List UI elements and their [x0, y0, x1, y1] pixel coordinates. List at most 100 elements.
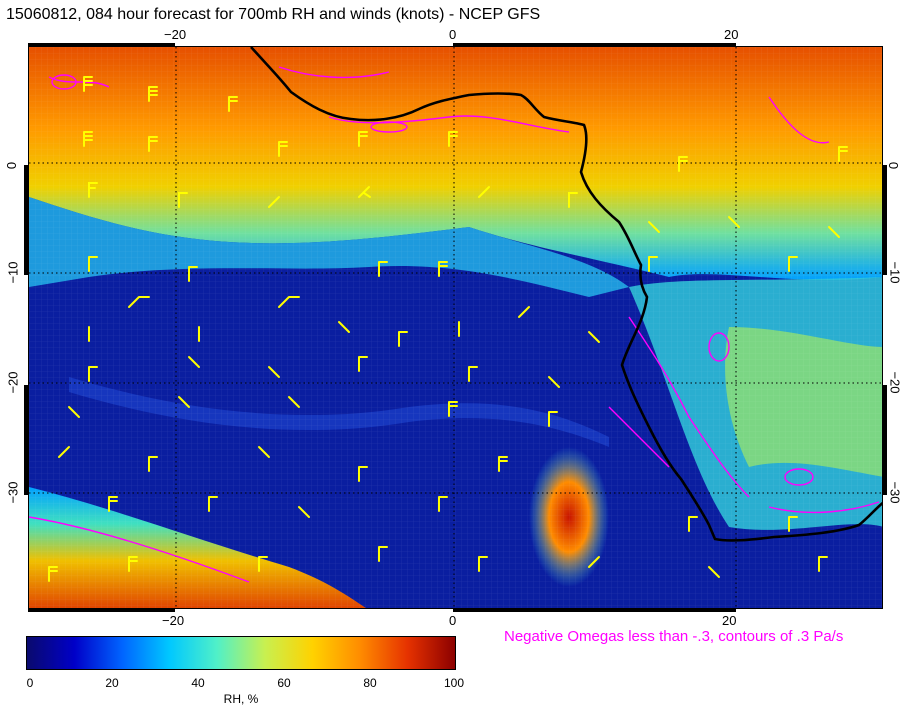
- wind-barb: [268, 366, 280, 378]
- wind-barb: [518, 306, 530, 318]
- wind-barb: [68, 406, 80, 418]
- omega-note: Negative Omegas less than -.3, contours …: [504, 628, 844, 645]
- lon-tick-label-top: 20: [724, 27, 739, 42]
- colorbar-title: RH, %: [223, 692, 259, 706]
- wind-barb: [438, 496, 448, 512]
- wind-barb: [358, 186, 371, 198]
- wind-barb: [648, 256, 658, 272]
- lat-tick-label-left: −10: [5, 261, 21, 284]
- colorbar-tick-label: 60: [277, 676, 291, 690]
- lat-tick-label-right: 0: [886, 161, 902, 170]
- colorbar-tick-label: 20: [105, 676, 119, 690]
- wind-barb: [83, 76, 93, 92]
- wind-barb: [648, 221, 660, 233]
- colorbar-tick-label: 80: [363, 676, 377, 690]
- omega-contour: [768, 501, 880, 514]
- wind-barb: [588, 556, 600, 568]
- wind-barb: [398, 331, 408, 347]
- wind-barb: [258, 446, 270, 458]
- omega-contour: [29, 516, 250, 583]
- wind-barb: [188, 356, 200, 368]
- wind-barb-layer: [48, 76, 848, 582]
- frame-edge-bar: [883, 165, 887, 275]
- colorbar-tick-label: 40: [191, 676, 205, 690]
- lat-tick-label-right: −30: [887, 481, 903, 504]
- lon-tick-label-bottom: 20: [722, 613, 737, 628]
- wind-barb: [378, 261, 388, 277]
- wind-barb: [48, 566, 58, 582]
- map-title: 15060812, 084 hour forecast for 700mb RH…: [6, 6, 541, 23]
- wind-barb: [498, 456, 508, 472]
- wind-barb: [108, 496, 118, 512]
- omega-contour: [768, 96, 830, 144]
- wind-barb: [178, 396, 190, 408]
- frame-edge-bar: [28, 43, 175, 47]
- colorbar-tick-label: 0: [26, 676, 34, 690]
- frame-edge-bar: [453, 608, 736, 612]
- wind-barb: [88, 256, 98, 272]
- wind-barb: [148, 136, 158, 152]
- wind-barb: [788, 256, 798, 272]
- frame-edge-bar: [24, 385, 28, 495]
- wind-barb: [548, 376, 560, 388]
- wind-barb: [128, 296, 150, 308]
- rh-colorbar: [26, 636, 456, 670]
- wind-barb: [378, 546, 388, 562]
- lat-tick-label-right: −20: [887, 371, 903, 394]
- wind-barb: [548, 411, 558, 427]
- wind-barb: [58, 446, 70, 458]
- wind-barb: [83, 131, 93, 147]
- lon-tick-label-top: −20: [164, 27, 187, 42]
- wind-barb: [448, 401, 458, 417]
- wind-barb: [588, 331, 600, 343]
- omega-contour: [608, 406, 670, 468]
- wind-barb: [828, 226, 840, 238]
- wind-barb: [88, 366, 98, 382]
- wind-barb: [128, 556, 138, 572]
- wind-barb: [838, 146, 848, 162]
- lon-tick-label-bottom: 0: [449, 613, 457, 628]
- coastline: [250, 47, 882, 542]
- wind-barb: [278, 296, 300, 308]
- lon-tick-label-bottom: −20: [162, 613, 185, 628]
- wind-barb: [678, 156, 688, 172]
- wind-barb: [178, 192, 188, 208]
- omega-contour: [48, 76, 110, 88]
- lat-tick-label-left: −30: [5, 481, 21, 504]
- wind-barb: [148, 456, 158, 472]
- wind-barb: [268, 196, 280, 208]
- rh-grid-texture: [29, 47, 882, 608]
- omega-contour: [370, 121, 408, 133]
- wind-barb: [298, 506, 310, 518]
- wind-barb: [438, 261, 448, 277]
- frame-edge-bar: [453, 43, 736, 47]
- omega-contour: [708, 332, 730, 362]
- frame-edge-bar: [24, 165, 28, 275]
- wind-barb: [478, 186, 490, 198]
- wind-barb: [818, 556, 828, 572]
- wind-barb: [468, 366, 478, 382]
- frame-edge-bar: [28, 608, 175, 612]
- wind-barb: [188, 266, 198, 282]
- wind-barb: [338, 321, 350, 333]
- wind-barb: [228, 96, 238, 112]
- lon-tick-label-top: 0: [449, 27, 457, 42]
- colorbar-tick-label: 100: [443, 676, 465, 690]
- wind-barb: [148, 86, 158, 102]
- omega-contour: [278, 66, 390, 79]
- wind-barb: [278, 141, 288, 157]
- wind-barb: [788, 516, 798, 532]
- rh-map-canvas: [29, 47, 882, 608]
- wind-barb: [358, 356, 368, 372]
- omega-contour: [784, 468, 814, 486]
- wind-barb: [358, 466, 368, 482]
- wind-barb: [88, 182, 98, 198]
- wind-barb: [448, 131, 458, 147]
- lat-tick-label-left: −20: [5, 371, 21, 394]
- wind-barb: [208, 496, 218, 512]
- omega-contour: [628, 316, 750, 498]
- omega-contour: [328, 115, 570, 133]
- omega-contour: [51, 74, 77, 90]
- wind-barb: [688, 516, 698, 532]
- wind-barb: [568, 192, 578, 208]
